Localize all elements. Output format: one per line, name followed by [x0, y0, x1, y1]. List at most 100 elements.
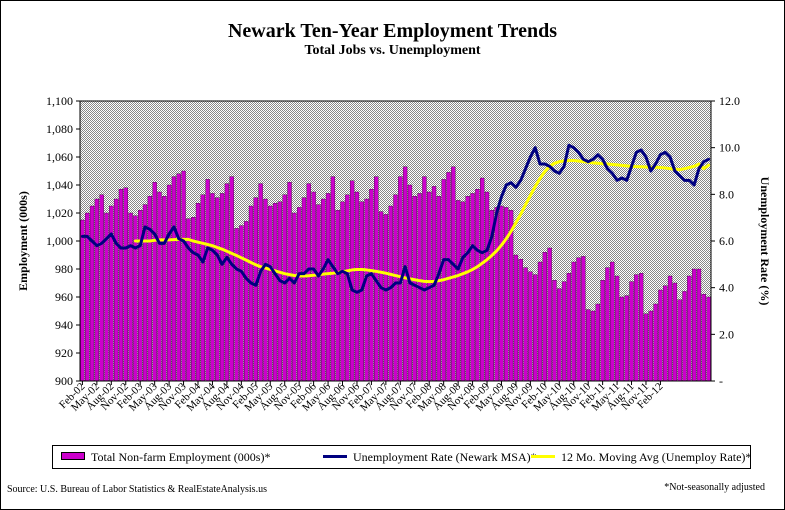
employment-bar [648, 310, 653, 382]
employment-bar [436, 195, 442, 382]
y-tick-label: 1,000 [46, 234, 73, 248]
employment-bar [80, 219, 85, 382]
source-note: Source: U.S. Bureau of Labor Statistics … [7, 484, 267, 495]
employment-bar [696, 268, 702, 382]
employment-bar [470, 193, 475, 382]
chart-title: Newark Ten-Year Employment Trends [227, 20, 558, 42]
employment-bar [162, 195, 167, 382]
employment-bar [243, 221, 249, 382]
employment-bar [330, 176, 336, 382]
employment-bar [475, 188, 480, 382]
employment-bar [94, 198, 100, 382]
employment-bar [210, 193, 215, 382]
legend-label-moving-avg: 12 Mo. Moving Avg (Unemploy Rate)* [561, 450, 752, 464]
employment-bar [455, 200, 461, 382]
employment-bar [171, 176, 177, 382]
employment-bar [316, 204, 321, 382]
employment-bar [306, 183, 311, 382]
employment-bar [378, 211, 384, 382]
employment-bar [513, 254, 519, 382]
employment-bar [595, 303, 600, 382]
employment-bar [364, 198, 369, 382]
employment-bar [542, 251, 547, 382]
employment-bar [311, 191, 316, 382]
employment-bar [268, 205, 273, 382]
moving-avg-line [133, 159, 711, 284]
employment-bar [263, 198, 268, 382]
employment-bar [128, 212, 133, 382]
employment-bar [667, 275, 673, 382]
legend-swatch-employment [61, 452, 85, 460]
employment-bar [301, 197, 307, 382]
employment-bar [610, 261, 615, 382]
employment-bar [547, 247, 552, 382]
employment-bar [629, 281, 634, 382]
employment-bar [528, 271, 533, 382]
employment-bar [393, 194, 398, 382]
y2-tick-label: 6.0 [719, 234, 734, 248]
employment-bar [152, 181, 157, 382]
employment-bar [663, 285, 668, 382]
chart-subtitle: Total Jobs vs. Unemployment [304, 43, 481, 58]
employment-bar [537, 261, 543, 382]
employment-bar [687, 275, 692, 382]
employment-bar [451, 166, 456, 382]
legend-swatch-unemployment [323, 455, 347, 458]
employment-bar [576, 257, 581, 382]
employment-bar [388, 205, 393, 382]
employment-bar [643, 313, 649, 382]
employment-bar [253, 197, 258, 382]
unemployment-rate-line [80, 143, 711, 294]
employment-bar [465, 195, 470, 382]
employment-bar [586, 309, 591, 382]
employment-bar [600, 280, 605, 382]
y2-tick-label: 4.0 [719, 281, 734, 295]
employment-bar [186, 218, 191, 382]
employment-bar [691, 268, 697, 382]
employment-bar [605, 267, 610, 382]
employment-bar [614, 275, 620, 382]
employment-bar [229, 176, 234, 382]
employment-bar [480, 177, 485, 382]
employment-bar [422, 176, 427, 382]
employment-bar [99, 194, 104, 382]
employment-bar [147, 195, 153, 382]
employment-bar [658, 289, 663, 382]
employment-bar [345, 194, 350, 382]
employment-bar [335, 209, 340, 382]
y2-tick-label: - [719, 374, 723, 388]
employment-bar [706, 296, 711, 382]
employment-bar [552, 280, 557, 382]
y-axis-label: Employment (000s) [16, 191, 30, 291]
employment-bar [566, 273, 572, 382]
employment-bar [638, 273, 644, 382]
y2-tick-label: 8.0 [719, 187, 734, 201]
y-tick-label: 940 [55, 318, 73, 332]
employment-bar [292, 212, 297, 382]
employment-bar [523, 267, 528, 382]
employment-bar [412, 195, 417, 382]
employment-bar [494, 207, 499, 382]
y-tick-label: 900 [55, 374, 73, 388]
employment-bar [653, 303, 658, 382]
employment-bar [581, 256, 586, 382]
employment-bar [383, 214, 389, 382]
employment-bar [234, 228, 239, 382]
employment-bar [499, 205, 504, 382]
employment-bar [571, 261, 576, 382]
employment-bar [504, 207, 509, 382]
legend: Total Non-farm Employment (000s)* Unempl… [52, 445, 751, 469]
employment-bar [123, 187, 128, 382]
employment-bar [484, 191, 490, 382]
employment-bar [248, 205, 254, 382]
employment-bar [176, 173, 181, 382]
y-tick-label: 1,060 [46, 150, 73, 164]
line-series [80, 143, 711, 294]
employment-bar [272, 202, 278, 382]
employment-bar [340, 201, 345, 382]
employment-bar [113, 198, 119, 382]
employment-bar [672, 282, 678, 382]
employment-bar [239, 225, 244, 382]
employment-bar [518, 259, 523, 382]
